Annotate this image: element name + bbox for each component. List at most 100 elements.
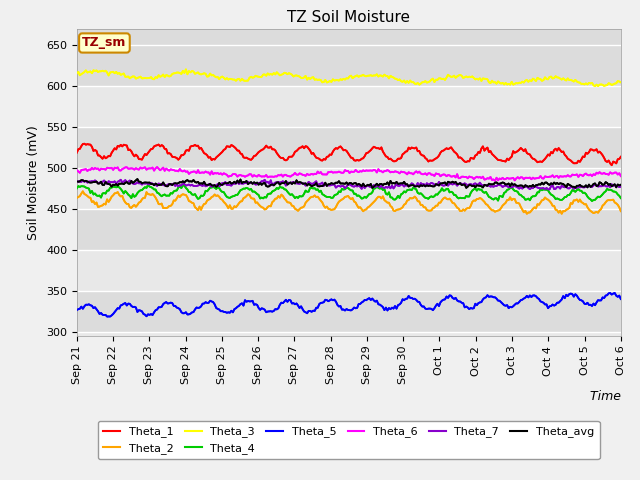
Theta_6 [153, 164, 161, 170]
Text: TZ_sm: TZ_sm [82, 36, 127, 49]
Theta_6 [589, 171, 597, 177]
Theta_5 [264, 309, 271, 314]
Theta_1 [81, 141, 88, 146]
Theta_avg [589, 181, 597, 187]
Theta_avg [237, 177, 244, 182]
Theta_avg [73, 179, 81, 184]
Theta_7 [141, 181, 149, 187]
Theta_4 [617, 195, 625, 201]
Theta_4 [140, 186, 147, 192]
Bar [77, 45, 621, 86]
Theta_7 [312, 179, 320, 184]
Theta_3 [617, 80, 625, 85]
Theta_3 [591, 83, 599, 89]
Theta_1 [255, 149, 262, 155]
Theta_3 [255, 74, 262, 80]
Theta_3 [237, 78, 244, 84]
Bar [77, 29, 621, 45]
Theta_6 [73, 167, 81, 173]
Theta_1 [617, 154, 625, 160]
Theta_2 [312, 194, 320, 200]
Theta_1 [608, 162, 616, 168]
Theta_4 [144, 182, 152, 188]
Theta_7 [73, 179, 81, 185]
Theta_3 [264, 71, 271, 76]
Theta_4 [264, 192, 271, 197]
Bar [77, 332, 621, 336]
Theta_4 [237, 187, 244, 193]
Theta_5 [611, 290, 619, 296]
Theta_2 [617, 208, 625, 214]
Theta_6 [312, 171, 320, 177]
Theta_4 [589, 197, 597, 203]
Line: Theta_2: Theta_2 [77, 192, 621, 214]
Theta_3 [182, 67, 189, 72]
Theta_2 [255, 202, 262, 207]
Theta_5 [73, 307, 81, 313]
Theta_5 [237, 301, 244, 307]
Theta_4 [255, 192, 262, 198]
Theta_2 [264, 204, 271, 210]
Line: Theta_3: Theta_3 [77, 70, 621, 86]
Theta_5 [617, 296, 625, 302]
Theta_1 [588, 147, 596, 153]
Theta_3 [312, 76, 320, 82]
Theta_6 [255, 172, 262, 178]
Line: Theta_avg: Theta_avg [77, 179, 621, 188]
Theta_avg [369, 185, 376, 191]
Theta_7 [589, 182, 597, 188]
Line: Theta_7: Theta_7 [77, 180, 621, 190]
Theta_avg [617, 182, 625, 188]
Theta_7 [617, 184, 625, 190]
Theta_5 [312, 305, 320, 311]
X-axis label:   Time: Time [582, 390, 621, 403]
Theta_6 [140, 165, 147, 171]
Theta_2 [237, 199, 244, 204]
Theta_avg [264, 184, 271, 190]
Theta_1 [312, 155, 320, 161]
Theta_1 [141, 151, 149, 157]
Theta_avg [141, 180, 149, 185]
Legend: Theta_1, Theta_2, Theta_3, Theta_4, Theta_5, Theta_6, Theta_7, Theta_avg: Theta_1, Theta_2, Theta_3, Theta_4, Thet… [98, 421, 600, 459]
Theta_1 [73, 150, 81, 156]
Theta_5 [103, 314, 111, 320]
Theta_2 [79, 189, 86, 194]
Theta_2 [73, 195, 81, 201]
Theta_avg [255, 182, 262, 188]
Line: Theta_6: Theta_6 [77, 167, 621, 181]
Y-axis label: Soil Moisture (mV): Soil Moisture (mV) [28, 125, 40, 240]
Theta_2 [141, 195, 149, 201]
Theta_2 [589, 210, 597, 216]
Bar [77, 250, 621, 291]
Theta_avg [312, 180, 320, 186]
Theta_5 [255, 305, 262, 311]
Theta_3 [73, 71, 81, 76]
Theta_6 [237, 172, 244, 178]
Theta_3 [140, 75, 147, 81]
Theta_7 [544, 187, 552, 192]
Bar [77, 209, 621, 250]
Theta_4 [588, 198, 596, 204]
Theta_6 [617, 173, 625, 179]
Theta_6 [264, 174, 271, 180]
Bar [77, 86, 621, 127]
Bar [77, 127, 621, 168]
Theta_7 [237, 180, 244, 186]
Theta_5 [141, 312, 149, 318]
Line: Theta_5: Theta_5 [77, 293, 621, 317]
Bar [77, 168, 621, 209]
Line: Theta_4: Theta_4 [77, 185, 621, 201]
Bar [77, 291, 621, 332]
Theta_4 [73, 186, 81, 192]
Theta_avg [134, 176, 141, 182]
Line: Theta_1: Theta_1 [77, 144, 621, 165]
Theta_3 [588, 80, 596, 86]
Theta_1 [264, 144, 271, 150]
Theta_1 [237, 151, 244, 156]
Theta_7 [255, 180, 262, 186]
Theta_4 [312, 187, 320, 192]
Theta_7 [117, 177, 125, 182]
Theta_7 [264, 179, 271, 185]
Theta_2 [523, 211, 531, 216]
Theta_5 [588, 303, 596, 309]
